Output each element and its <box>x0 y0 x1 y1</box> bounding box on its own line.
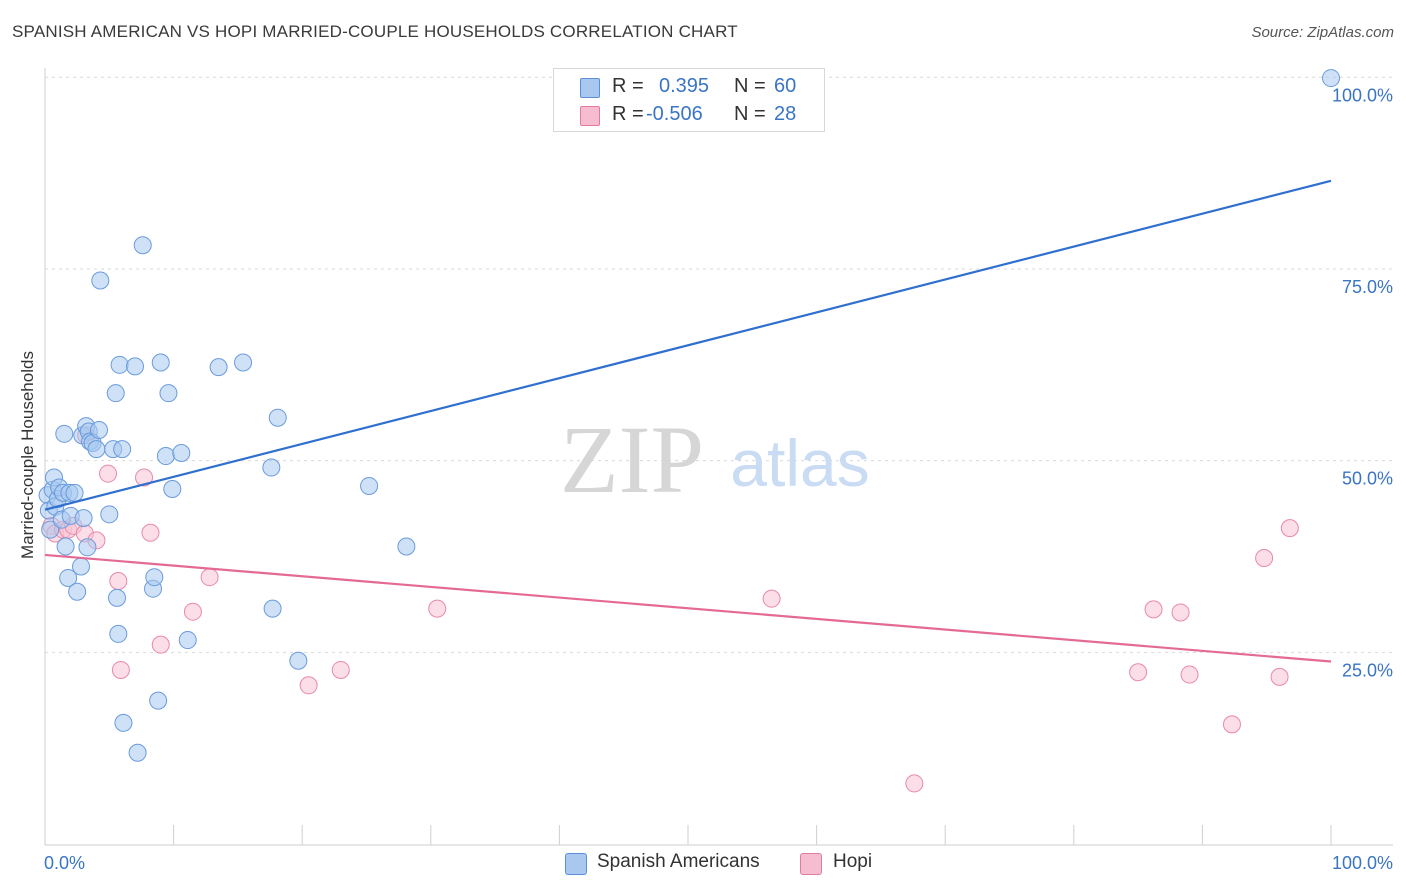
spanish-american-point <box>133 236 152 255</box>
spanish-american-point <box>108 588 127 607</box>
spanish-american-point <box>72 557 91 576</box>
spanish-american-point <box>268 408 287 427</box>
hopi-point <box>1255 549 1274 568</box>
spanish-american-point <box>78 538 97 557</box>
n-value: 60 <box>774 75 797 97</box>
spanish-american-point <box>149 691 168 710</box>
y-tick-label: 75.0% <box>1342 277 1393 297</box>
hopi-point <box>1129 663 1148 682</box>
spanish-american-point <box>145 568 164 587</box>
correlation-stats-box: R = 0.395 N = 60 R = -0.506 N = 28 <box>553 68 825 132</box>
hopi-point <box>331 660 350 679</box>
hopi-point <box>109 572 128 591</box>
spanish-american-point <box>172 443 191 462</box>
spanish-americans-trend-line <box>44 179 1332 511</box>
hopi-point <box>1180 665 1199 684</box>
y-tick-label: 25.0% <box>1342 660 1393 680</box>
n-value: 28 <box>774 103 797 125</box>
hopi-point <box>1270 667 1289 686</box>
spanish-american-point <box>74 509 93 528</box>
spanish-american-point <box>100 505 119 524</box>
spanish-american-point <box>109 624 128 643</box>
hopi-point <box>1222 715 1241 734</box>
hopi-point <box>151 635 170 654</box>
hopi-point <box>135 468 154 487</box>
spanish-american-point <box>151 353 170 372</box>
spanish-american-points <box>38 69 1340 762</box>
spanish-american-point <box>289 651 308 670</box>
spanish-american-point <box>65 483 84 502</box>
spanish-american-point <box>178 631 197 650</box>
spanish-american-point <box>159 384 178 403</box>
spanish-american-point <box>262 458 281 477</box>
spanish-american-point <box>106 384 125 403</box>
hopi-point <box>1280 519 1299 538</box>
hopi-trend-line <box>44 553 1332 663</box>
hopi-point <box>299 676 318 695</box>
spanish-american-point <box>87 440 106 459</box>
spanish-american-point <box>56 537 75 556</box>
legend-label: Hopi <box>833 851 873 872</box>
spanish-american-point <box>55 424 74 443</box>
spanish-american-point <box>59 568 78 587</box>
hopi-point <box>111 660 130 679</box>
spanish-american-point <box>163 480 182 499</box>
legend-label: Spanish Americans <box>597 851 760 872</box>
source-credit: Source: ZipAtlas.com <box>1251 24 1394 41</box>
spanish-americans-swatch <box>580 78 600 98</box>
spanish-american-point <box>128 743 147 762</box>
n-label: N = <box>734 75 766 97</box>
hopi-swatch <box>580 106 600 126</box>
legend-swatch-hopi <box>800 853 822 875</box>
spanish-american-point <box>209 358 228 377</box>
axes <box>44 68 1393 846</box>
spanish-american-point <box>113 440 132 459</box>
spanish-american-point <box>110 355 129 374</box>
stats-row-hopi: R = -0.506 N = 28 <box>554 101 824 129</box>
chart-title: SPANISH AMERICAN VS HOPI MARRIED-COUPLE … <box>12 22 738 41</box>
hopi-point <box>99 464 118 483</box>
spanish-american-point <box>91 271 110 290</box>
hopi-point <box>428 599 447 618</box>
spanish-american-point <box>114 713 133 732</box>
r-label: R = <box>612 103 644 125</box>
r-value: 0.395 <box>659 75 710 97</box>
y-tick-label: 50.0% <box>1342 469 1393 489</box>
hopi-point <box>183 602 202 621</box>
tick-labels: 25.0% 50.0% 75.0% 100.0% 0.0% 100.0% <box>44 85 1393 873</box>
spanish-american-point <box>1322 69 1340 88</box>
spanish-american-point <box>156 447 175 466</box>
r-label: R = <box>612 75 644 97</box>
hopi-point <box>905 774 924 793</box>
hopi-point <box>762 589 781 608</box>
hopi-point <box>141 523 160 542</box>
spanish-american-point <box>397 537 416 556</box>
stats-row-spanish-americans: R = 0.395 N = 60 <box>554 73 824 101</box>
hopi-point <box>1171 603 1190 622</box>
spanish-american-point <box>263 599 282 618</box>
spanish-american-point <box>41 520 60 539</box>
spanish-american-point <box>234 353 253 372</box>
x-tick-label: 100.0% <box>1332 853 1393 873</box>
legend-swatch-spanish-americans <box>565 853 587 875</box>
watermark-zip: ZIP <box>560 406 704 513</box>
spanish-american-point <box>90 420 109 439</box>
hopi-point <box>1144 600 1163 619</box>
hopi-point <box>200 568 219 587</box>
watermark-atlas: atlas <box>730 426 869 500</box>
trend-lines <box>44 179 1332 663</box>
x-tick-label: 0.0% <box>44 853 85 873</box>
r-value: -0.506 <box>646 103 703 125</box>
n-label: N = <box>734 103 766 125</box>
spanish-american-point <box>360 476 379 495</box>
spanish-american-point <box>68 582 87 601</box>
y-tick-label: 100.0% <box>1332 85 1393 105</box>
spanish-american-point <box>126 357 145 376</box>
